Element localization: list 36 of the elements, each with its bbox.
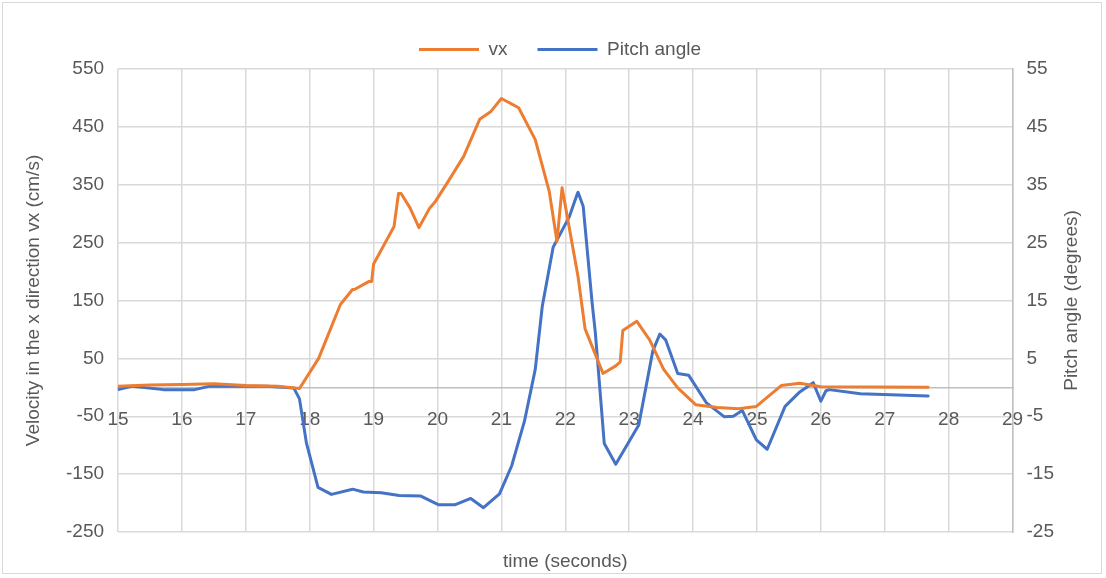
y2-tick-label: 35: [1026, 172, 1048, 194]
x-tick-label: 21: [490, 407, 512, 429]
y-axis-title: Velocity in the x direction vx (cm/s): [22, 154, 44, 447]
x-tick-label: 20: [426, 407, 449, 429]
y-tick-label: 50: [82, 346, 105, 368]
y-tick-label: 150: [72, 288, 105, 310]
legend-label: vx: [488, 37, 508, 59]
x-tick-label: 27: [874, 407, 896, 429]
y-tick-label: 350: [72, 172, 105, 194]
y2-axis-title: Pitch angle (degrees): [1060, 210, 1082, 391]
x-tick-label: 28: [938, 407, 960, 429]
y-tick-label: 550: [72, 57, 105, 79]
y2-tick-label: 15: [1026, 288, 1048, 310]
y-tick-label: 450: [72, 115, 105, 137]
y2-tick-label: 55: [1026, 57, 1048, 79]
x-tick-label: 22: [554, 407, 576, 429]
x-tick-label: 16: [171, 407, 193, 429]
y-tick-label: -50: [76, 404, 105, 426]
legend-label: Pitch angle: [607, 37, 702, 59]
y2-tick-label: 5: [1026, 346, 1038, 368]
x-tick-label: 19: [363, 407, 385, 429]
x-tick-label: 29: [1001, 407, 1024, 429]
y2-tick-label: 25: [1026, 230, 1048, 252]
y2-tick-label: 45: [1026, 115, 1048, 137]
y2-tick-label: -5: [1026, 404, 1044, 426]
y2-tick-label: -25: [1026, 520, 1055, 542]
y-tick-label: 250: [72, 230, 105, 252]
x-tick-label: 26: [810, 407, 832, 429]
y-tick-label: -250: [66, 520, 105, 542]
x-tick-label: 15: [107, 407, 129, 429]
x-axis-title: time (seconds): [502, 550, 628, 572]
x-tick-label: 23: [618, 407, 640, 429]
y2-tick-label: -15: [1026, 462, 1055, 484]
x-tick-label: 24: [682, 407, 705, 429]
x-tick-label: 17: [235, 407, 257, 429]
y-tick-label: -150: [66, 462, 105, 484]
